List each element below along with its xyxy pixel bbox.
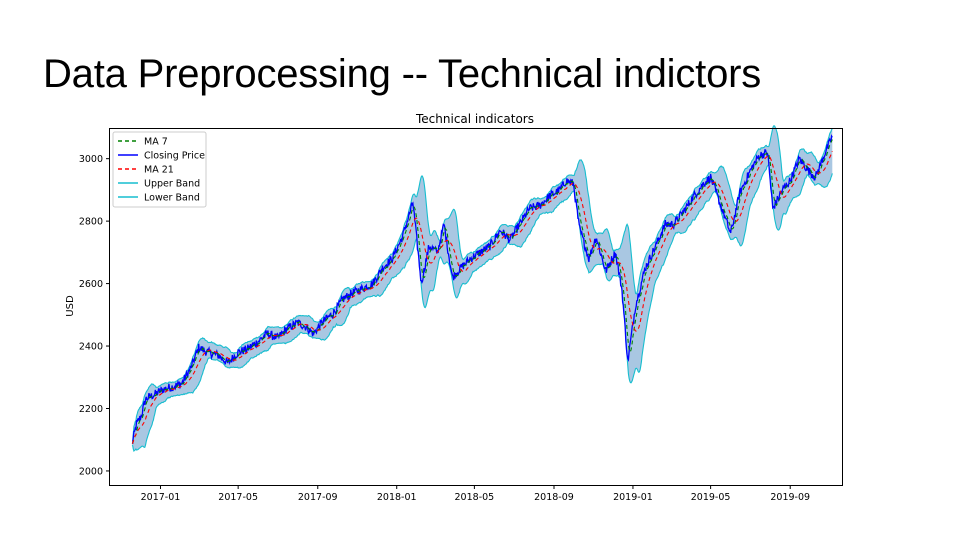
x-tick-label: 2019-01	[613, 492, 653, 503]
legend-label: Upper Band	[144, 179, 200, 190]
y-axis-label: USD	[65, 295, 76, 317]
x-tick-label: 2018-09	[534, 492, 574, 503]
legend-label: MA 7	[144, 137, 168, 148]
x-tick-label: 2018-05	[455, 492, 495, 503]
plot-area	[131, 125, 833, 453]
series-ma-7	[131, 139, 833, 444]
x-tick-label: 2017-05	[218, 492, 258, 503]
plot-frame	[109, 128, 843, 486]
chart-legend: MA 7 Closing Price MA 21 Upper Band Lower Ba…	[112, 131, 207, 208]
y-tick-label: 2600	[79, 279, 103, 290]
legend-label: MA 21	[144, 165, 174, 176]
series-upper-band	[132, 125, 833, 442]
y-tick-label: 2000	[79, 466, 103, 477]
legend-label: Lower Band	[144, 193, 200, 204]
x-tick-label: 2019-09	[770, 492, 810, 503]
series-ma-21	[131, 150, 833, 444]
x-axis: 2017-01 2017-05 2017-09 2018-01 2018-05 2018-…	[141, 485, 810, 503]
x-tick-label: 2017-01	[141, 492, 181, 503]
x-tick-label: 2018-01	[377, 492, 417, 503]
x-tick-label: 2019-05	[691, 492, 731, 503]
x-tick-label: 2017-09	[298, 492, 338, 503]
legend-label: Closing Price	[144, 151, 205, 162]
y-axis: 2000 2200 2400 2600 2800 3000	[79, 154, 110, 477]
y-tick-label: 2400	[79, 342, 103, 353]
chart-title: Technical indicators	[415, 112, 534, 126]
y-tick-label: 2200	[79, 404, 103, 415]
y-tick-label: 3000	[79, 154, 103, 165]
legend-box	[112, 131, 207, 208]
bollinger-band-fill	[132, 125, 833, 451]
slide-title: Data Preprocessing -- Technical indictor…	[43, 52, 762, 96]
y-tick-label: 2800	[79, 217, 103, 228]
